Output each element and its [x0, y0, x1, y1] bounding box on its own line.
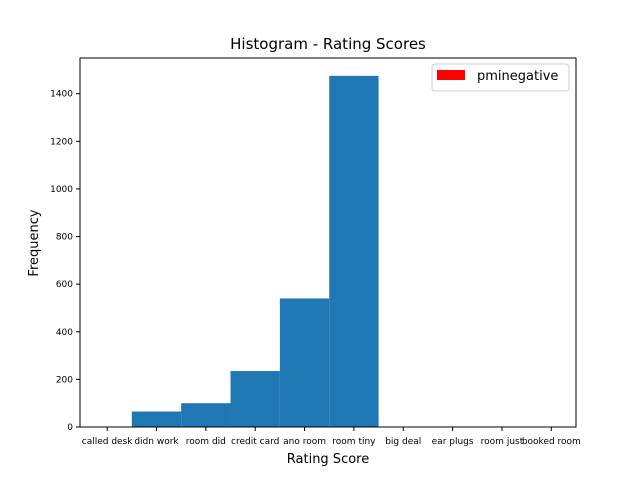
bars-group [131, 75, 379, 428]
x-tick-label: room tiny [332, 437, 376, 447]
y-tick-label: 1200 [50, 137, 73, 147]
x-tick-label: credit card [231, 437, 279, 447]
histogram-bar [181, 403, 231, 427]
chart-title: Histogram - Rating Scores [230, 35, 426, 53]
x-tick-label: booked room [522, 437, 581, 447]
legend-swatch [437, 70, 465, 80]
y-tick-label: 1400 [50, 90, 73, 100]
x-tick-label: room just [481, 437, 524, 447]
x-tick-label: big deal [385, 437, 421, 447]
x-tick-label: ear plugs [432, 437, 474, 447]
histogram-bar [279, 298, 330, 427]
plot-frame [79, 57, 577, 428]
x-tick-label: room did [186, 437, 226, 447]
legend-label: pminegative [477, 69, 558, 84]
x-tick-label: ano room [283, 437, 326, 447]
x-tick-label: didn work [134, 437, 179, 447]
y-tick-label: 800 [56, 233, 73, 243]
x-tick-label: called desk [82, 437, 134, 447]
x-axis-label: Rating Score [287, 452, 369, 467]
y-tick-label: 400 [56, 328, 73, 338]
y-axis-ticks: 0 200 400 600 800 1000 1200 1400 [50, 90, 80, 433]
y-tick-label: 600 [56, 280, 73, 290]
y-tick-label: 0 [67, 423, 73, 433]
x-axis-ticks: called desk didn work room did credit card a… [82, 427, 581, 447]
y-axis-label: Frequency [27, 209, 42, 276]
y-tick-label: 1000 [50, 185, 73, 195]
legend: pminegative [431, 63, 570, 92]
histogram-bar [230, 371, 280, 427]
histogram-bar [131, 411, 182, 427]
legend-box [431, 63, 570, 92]
histogram-bar [329, 75, 379, 428]
y-tick-label: 200 [56, 375, 73, 385]
